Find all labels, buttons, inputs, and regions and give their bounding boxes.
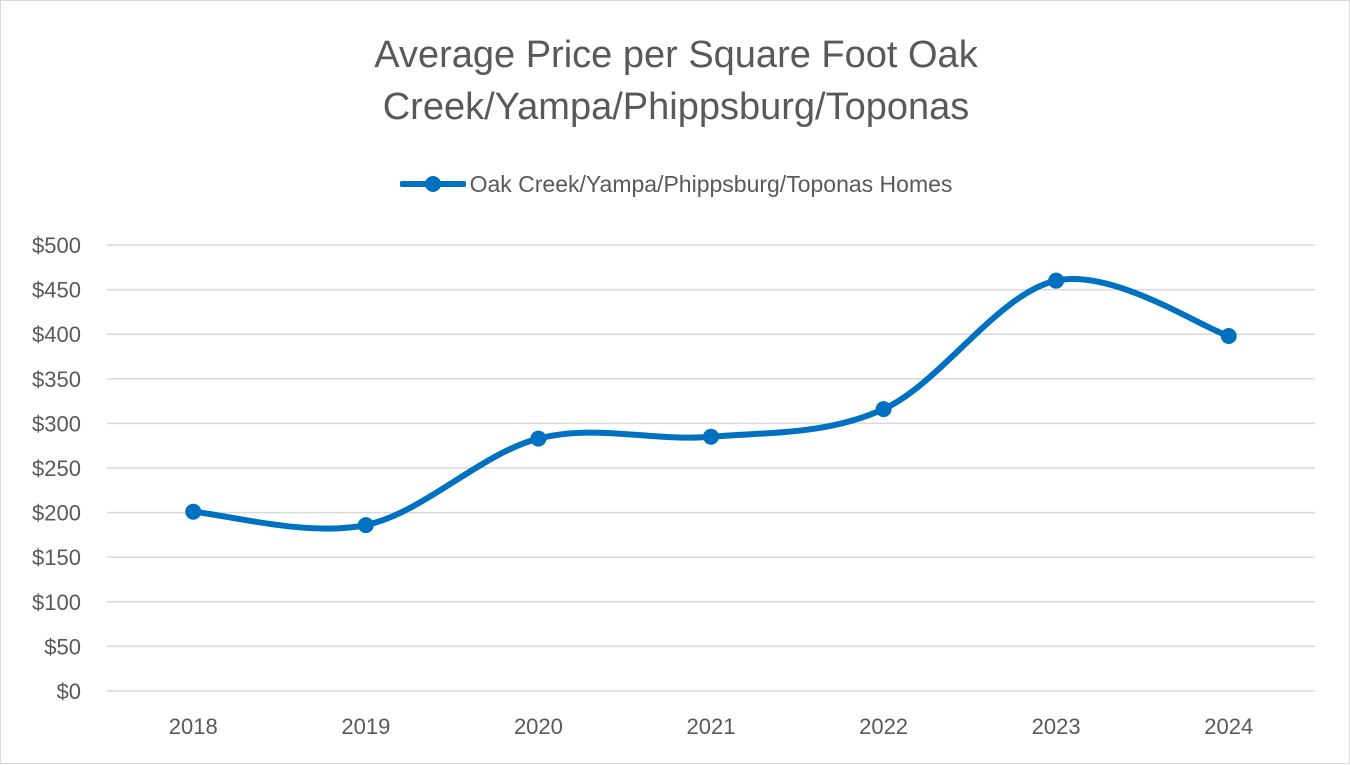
y-tick-label: $300: [32, 411, 81, 436]
data-point: [1220, 327, 1237, 344]
y-tick-label: $50: [44, 634, 81, 659]
chart-legend: Oak Creek/Yampa/Phippsburg/Toponas Homes: [1, 167, 1350, 201]
series-oak-creek-homes: [185, 272, 1237, 534]
x-tick-label: 2019: [341, 714, 390, 739]
x-tick-label: 2024: [1204, 714, 1253, 739]
y-tick-label: $200: [32, 501, 81, 526]
y-tick-label: $450: [32, 278, 81, 303]
data-point: [875, 401, 892, 418]
chart-title-line-1: Average Price per Square Foot Oak: [374, 34, 978, 76]
data-point: [530, 430, 547, 447]
y-tick-label: $0: [57, 679, 81, 704]
legend-label: Oak Creek/Yampa/Phippsburg/Toponas Homes: [469, 170, 953, 197]
x-tick-label: 2018: [169, 714, 218, 739]
y-tick-label: $150: [32, 545, 81, 570]
data-point: [357, 517, 374, 534]
chart-title: Average Price per Square Foot Oak Creek/…: [1, 29, 1350, 133]
chart-title-line-2: Creek/Yampa/Phippsburg/Toponas: [382, 86, 970, 128]
y-axis-ticks: $0 $50 $100 $150 $200 $250 $300 $350 $400 $450 $50…: [32, 233, 81, 704]
y-tick-label: $350: [32, 367, 81, 392]
y-tick-label: $250: [32, 456, 81, 481]
y-tick-label: $100: [32, 590, 81, 615]
series-line: [190, 276, 1232, 532]
x-tick-label: 2022: [859, 714, 908, 739]
y-tick-label: $500: [32, 233, 81, 258]
data-point: [703, 428, 719, 445]
x-tick-label: 2021: [687, 714, 736, 739]
data-point: [185, 503, 202, 520]
y-tick-label: $400: [32, 322, 81, 347]
legend-marker: [399, 176, 466, 192]
x-axis-ticks: 2018 2019 2020 2021 2022 2023 2024: [169, 714, 1253, 739]
gridlines: [107, 244, 1315, 692]
x-tick-label: 2020: [514, 714, 563, 739]
x-tick-label: 2023: [1032, 714, 1081, 739]
data-point: [1048, 272, 1065, 289]
